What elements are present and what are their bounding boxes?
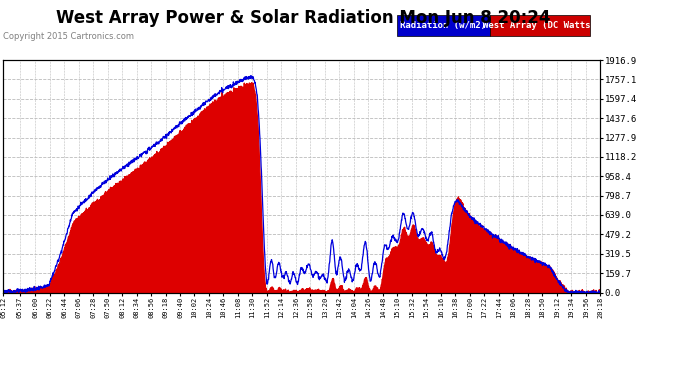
Bar	[490, 15, 590, 36]
Text: West Array Power & Solar Radiation Mon Jun 8 20:24: West Array Power & Solar Radiation Mon J…	[57, 9, 551, 27]
Text: Copyright 2015 Cartronics.com: Copyright 2015 Cartronics.com	[3, 32, 135, 41]
Text: Radiation (w/m2): Radiation (w/m2)	[400, 21, 486, 30]
Bar	[397, 15, 490, 36]
Text: West Array (DC Watts): West Array (DC Watts)	[484, 21, 596, 30]
